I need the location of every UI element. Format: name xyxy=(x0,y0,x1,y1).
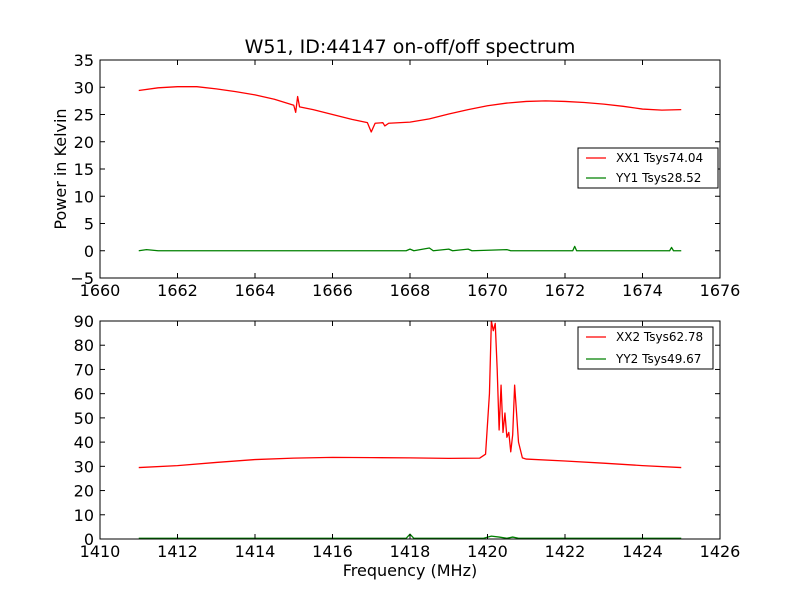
x-tick-label: 1662 xyxy=(157,281,198,300)
y-tick-label: 10 xyxy=(74,506,94,525)
series-line-1-1 xyxy=(138,86,682,133)
legend-box xyxy=(577,147,719,189)
y-tick-label: 60 xyxy=(74,385,94,404)
legend-entry: YY2 Tsys49.67 xyxy=(615,352,701,366)
y-tick-label: 50 xyxy=(74,409,94,428)
series-line-2-1 xyxy=(138,320,682,469)
y-tick-label: 0 xyxy=(84,242,94,261)
y-tick-label: 10 xyxy=(74,187,94,206)
x-tick-label: 1670 xyxy=(467,281,508,300)
y-tick-label: 30 xyxy=(74,457,94,476)
x-tick-label: 1674 xyxy=(622,281,663,300)
x-tick-label: 1410 xyxy=(80,542,121,561)
y-tick-label: 70 xyxy=(74,360,94,379)
x-tick-label: 1422 xyxy=(545,542,586,561)
x-tick-label: 1672 xyxy=(545,281,586,300)
x-tick-label: 1412 xyxy=(157,542,198,561)
y-tick-label: 0 xyxy=(84,530,94,549)
legend-entry: XX2 Tsys62.78 xyxy=(616,330,703,344)
x-tick-label: 1426 xyxy=(700,542,741,561)
x-tick-label: 1420 xyxy=(467,542,508,561)
panel-2: 1410 1412 1414 1416 1418 1420 1422 1424 1426 0 10 2… xyxy=(74,312,741,561)
x-tick-label: 1666 xyxy=(312,281,353,300)
y-tick-label: 20 xyxy=(74,482,94,501)
y-tick-label: 35 xyxy=(74,51,94,70)
y-tick-label: 15 xyxy=(74,160,94,179)
chart-title: W51, ID:44147 on-off/off spectrum xyxy=(245,36,576,58)
x-tick-label: 1418 xyxy=(390,542,431,561)
panel-1: 1660 1662 1664 1666 1668 1670 1672 1674 1676 −5 0 5… xyxy=(70,51,740,300)
legend-box xyxy=(577,326,714,370)
legend-entry: XX1 Tsys74.04 xyxy=(616,151,703,165)
x-tick-label: 1664 xyxy=(235,281,276,300)
y-tick-label: 80 xyxy=(74,336,94,355)
legend-1: XX1 Tsys74.04 YY1 Tsys28.52 xyxy=(577,147,719,189)
y-tick-label: 25 xyxy=(74,106,94,125)
y-tick-label: 20 xyxy=(74,133,94,152)
x-axis-label: Frequency (MHz) xyxy=(343,561,477,580)
y-tick-label: 5 xyxy=(84,215,94,234)
y-tick-label: 30 xyxy=(74,78,94,97)
y-tick-label: −5 xyxy=(70,269,94,288)
y-tick-label: 40 xyxy=(74,433,94,452)
series-line-1-2 xyxy=(138,245,682,252)
x-tick-label: 1414 xyxy=(235,542,276,561)
x-tick-label: 1416 xyxy=(312,542,353,561)
x-tick-label: 1676 xyxy=(700,281,741,300)
x-tick-label: 1660 xyxy=(80,281,121,300)
y-axis-label: Power in Kelvin xyxy=(51,108,70,229)
x-tick-label: 1668 xyxy=(390,281,431,300)
legend-entry: YY1 Tsys28.52 xyxy=(615,171,701,185)
y-tick-label: 90 xyxy=(74,312,94,331)
legend-2: XX2 Tsys62.78 YY2 Tsys49.67 xyxy=(577,326,714,370)
x-tick-label: 1424 xyxy=(622,542,663,561)
